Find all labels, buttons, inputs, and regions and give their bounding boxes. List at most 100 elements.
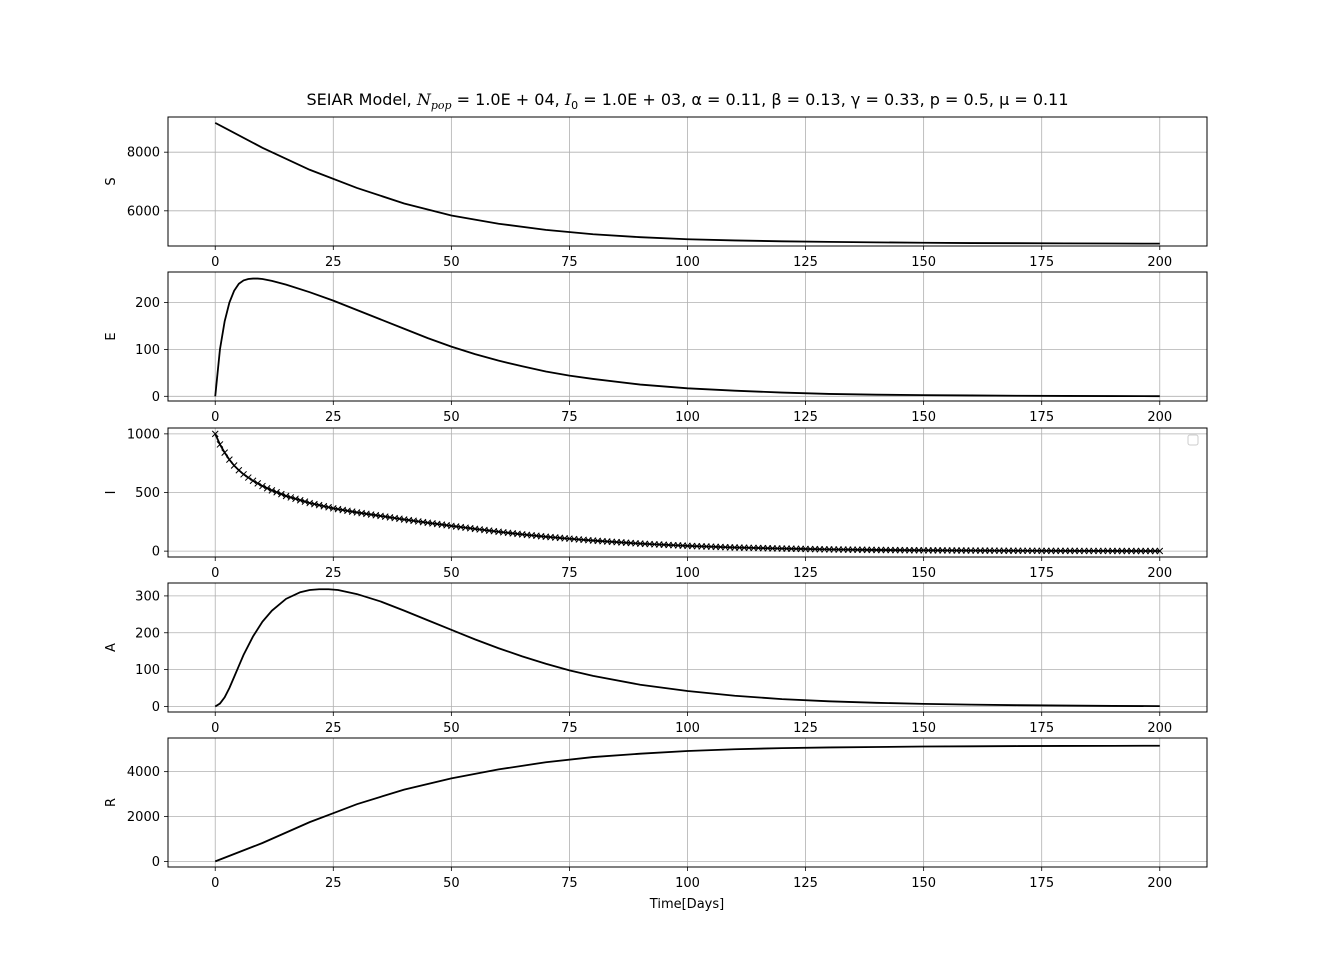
x-tick-label: 0 (211, 255, 219, 270)
data-marker (292, 495, 299, 503)
data-marker (1090, 547, 1098, 555)
data-marker (1043, 547, 1050, 555)
y-tick-label: 8000 (127, 146, 160, 161)
y-tick-label: 200 (135, 626, 160, 641)
x-tick-label: 50 (443, 255, 460, 270)
data-marker (1028, 547, 1036, 555)
x-tick-label: 200 (1147, 255, 1172, 270)
y-tick-label: 4000 (127, 765, 160, 780)
x-tick-label: 25 (325, 410, 342, 425)
data-marker (263, 484, 271, 492)
y-tick-label: 0 (152, 855, 160, 870)
data-marker (277, 490, 285, 498)
x-tick-label: 0 (211, 410, 219, 425)
y-tick-label: 1000 (127, 427, 160, 442)
y-tick-label: 0 (152, 390, 160, 405)
x-tick-label: 0 (211, 721, 219, 736)
x-tick-label: 25 (325, 876, 342, 891)
series-line-s (214, 122, 1160, 245)
data-marker (287, 494, 295, 501)
data-marker (1076, 547, 1083, 555)
data-marker (1142, 547, 1149, 555)
series-line-a (214, 588, 1160, 708)
x-tick-label: 100 (675, 410, 700, 425)
y-tick-label: 0 (152, 545, 160, 560)
data-marker (1033, 547, 1041, 555)
subplot-a: 0 25 50 75 100 125 150 175 200 0 100 200 300 A (104, 582, 1208, 736)
subplot-e: 0 25 50 75 100 125 150 175 200 0 100 200 E (104, 271, 1208, 425)
data-marker (1085, 547, 1093, 555)
series-line-e (214, 277, 1160, 398)
x-tick-label: 25 (325, 566, 342, 581)
data-marker (273, 488, 280, 496)
x-tick-label: 175 (1029, 721, 1054, 736)
data-marker (1128, 547, 1135, 555)
data-marker (1109, 547, 1116, 555)
x-tick-label: 200 (1147, 566, 1172, 581)
data-marker (282, 492, 290, 500)
data-marker (1132, 547, 1140, 555)
data-marker (1066, 547, 1074, 555)
data-marker (296, 496, 304, 504)
data-marker (1019, 547, 1027, 555)
data-marker (268, 487, 276, 494)
axes-frame (167, 737, 1208, 868)
data-marker (1047, 547, 1055, 555)
data-marker (244, 474, 252, 481)
x-tick-label: 75 (561, 410, 578, 425)
x-tick-label: 75 (561, 876, 578, 891)
data-marker (1156, 547, 1164, 555)
axes-frame (167, 271, 1208, 402)
axes-frame (167, 427, 1208, 558)
data-marker (301, 498, 309, 506)
data-marker (1024, 547, 1031, 555)
y-axis-label-s: S (104, 177, 119, 185)
axes-frame (167, 582, 1208, 713)
x-tick-label: 125 (793, 876, 818, 891)
x-axis-label: Time[Days] (649, 897, 724, 912)
data-marker (1123, 547, 1131, 555)
x-tick-label: 0 (211, 566, 219, 581)
y-tick-label: 0 (152, 700, 160, 715)
axes-frame (167, 116, 1208, 247)
x-tick-label: 200 (1147, 721, 1172, 736)
x-tick-label: 25 (325, 721, 342, 736)
data-marker (1104, 547, 1112, 555)
x-tick-label: 150 (911, 721, 936, 736)
data-marker (1137, 547, 1145, 555)
x-tick-label: 150 (911, 410, 936, 425)
data-marker (1146, 547, 1154, 555)
y-tick-label: 100 (135, 663, 160, 678)
y-tick-label: 200 (135, 296, 160, 311)
x-tick-label: 125 (793, 410, 818, 425)
subplots: 0 25 50 75 100 125 150 175 200 6000 8000 S 0 25 50 75 10… (104, 116, 1208, 891)
data-marker (1061, 547, 1069, 555)
data-marker (1113, 547, 1121, 555)
data-marker (1014, 547, 1022, 555)
x-tick-label: 125 (793, 721, 818, 736)
x-tick-label: 150 (911, 566, 936, 581)
y-axis-label-a: A (104, 643, 119, 652)
y-tick-label: 100 (135, 343, 160, 358)
chart-title: SEIAR Model, Npop = 1.0E + 04, I0 = 1.0E… (306, 90, 1069, 113)
x-tick-label: 200 (1147, 410, 1172, 425)
data-marker (1052, 547, 1060, 555)
x-tick-label: 75 (561, 566, 578, 581)
x-tick-label: 50 (443, 876, 460, 891)
data-marker (249, 477, 257, 485)
x-tick-label: 175 (1029, 410, 1054, 425)
data-marker (216, 441, 224, 448)
data-marker (1080, 547, 1088, 555)
data-marker (211, 430, 219, 438)
y-axis-label-r: R (104, 798, 119, 807)
x-tick-label: 50 (443, 721, 460, 736)
y-axis-label-e: E (104, 332, 119, 340)
data-marker (1038, 547, 1046, 555)
x-tick-label: 100 (675, 255, 700, 270)
x-tick-label: 50 (443, 410, 460, 425)
data-marker (1071, 547, 1079, 555)
legend-box (1187, 434, 1199, 446)
x-tick-label: 150 (911, 255, 936, 270)
